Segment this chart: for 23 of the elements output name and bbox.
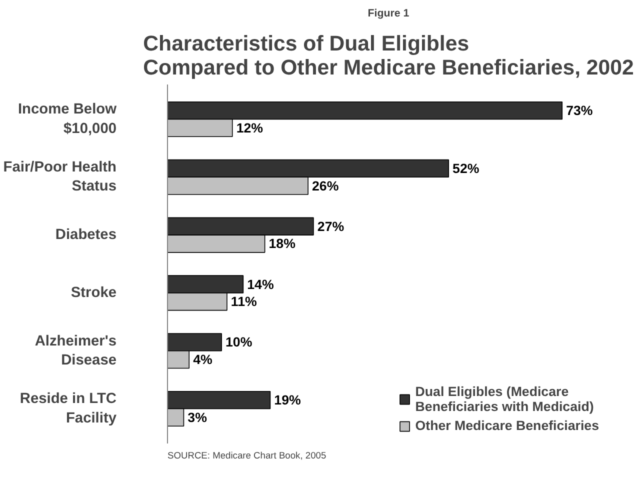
data-label: 26% (312, 178, 339, 194)
y-tick-label: Stroke (70, 284, 117, 301)
y-tick-label: Alzheimer's Disease (34, 333, 117, 368)
data-label: 14% (247, 276, 274, 292)
data-label: 27% (317, 218, 344, 234)
y-tick-label: Diabetes (55, 227, 117, 244)
source-note: SOURCE: Medicare Chart Book, 2005 (168, 450, 326, 460)
data-label: 3% (188, 410, 208, 425)
data-label: 12% (236, 120, 264, 136)
data-label: 10% (226, 334, 252, 350)
y-tick-label: Reside in LTC Facility (20, 391, 118, 426)
data-label: 52% (452, 160, 480, 176)
chart-subtitle: Figure 1 (368, 8, 410, 20)
data-label: 73% (566, 103, 593, 118)
legend-label: Dual Eligibles (Medicare Beneficiaries with Medicaid) (415, 384, 594, 414)
y-tick-label: Fair/Poor Health Status (3, 160, 117, 195)
chart-title: Characteristics of Dual Eligibles Compared to Other Medicare Beneficiaries, 2002 (143, 32, 634, 80)
legend-label: Other Medicare Beneficiaries (415, 418, 599, 433)
data-label: 11% (230, 294, 258, 310)
data-label: 4% (193, 352, 212, 368)
data-label: 19% (274, 392, 301, 408)
y-tick-label: Income Below $10,000 (18, 102, 118, 137)
data-label: 18% (268, 236, 296, 252)
